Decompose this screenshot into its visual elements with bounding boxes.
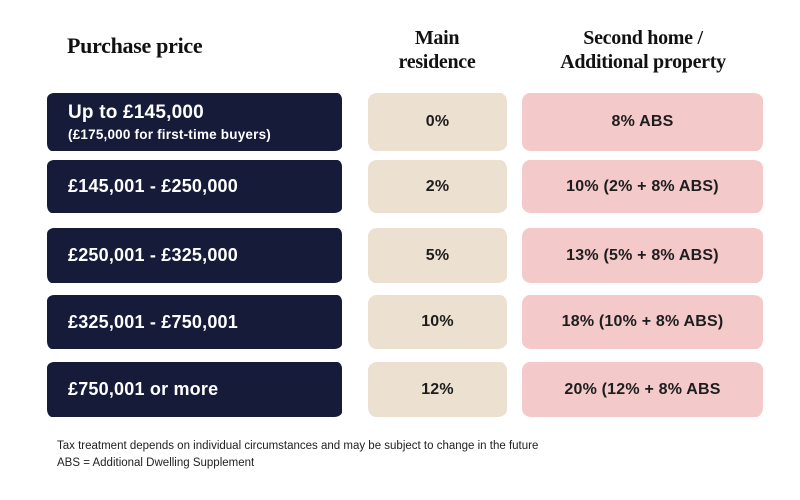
price-range-label: £250,001 - £325,000 [68,245,238,265]
main-rate-value: 12% [421,380,454,398]
main-rate-value: 5% [425,246,450,264]
header-purchase-price: Purchase price [67,33,203,58]
main-rate-cell: 5% [368,228,507,283]
price-range-label: Up to £145,000 [68,102,204,123]
second-rate-value: 20% (12% + 8% ABS [564,380,721,398]
header-second-home: Second home / Additional property [560,27,726,73]
second-rate-cell: 13% (5% + 8% ABS) [522,228,763,283]
table-row: £145,001 - £250,000 2% 10% (2% + 8% ABS) [47,160,763,213]
purchase-price-cell: £750,001 or more [47,362,342,417]
header-main-residence: Main residence [398,27,476,73]
price-range-label: £750,001 or more [68,379,219,399]
first-time-buyer-note: (£175,000 for first-time buyers) [68,127,271,142]
footnotes: Tax treatment depends on individual circ… [57,438,538,471]
second-rate-value: 18% (10% + 8% ABS) [561,313,724,330]
price-range-label: £145,001 - £250,000 [68,176,238,196]
table-row: £325,001 - £750,001 10% 18% (10% + 8% AB… [47,295,763,349]
second-rate-cell: 10% (2% + 8% ABS) [522,160,763,213]
second-rate-cell: 20% (12% + 8% ABS [522,362,763,417]
footnote-abs-definition: ABS = Additional Dwelling Supplement [57,456,255,469]
table-body: Up to £145,000 (£175,000 for first-time … [47,93,763,417]
purchase-price-cell: £145,001 - £250,000 [47,160,342,213]
purchase-price-cell: £325,001 - £750,001 [47,295,342,349]
main-rate-value: 2% [425,177,450,195]
second-rate-value: 10% (2% + 8% ABS) [566,177,719,195]
main-rate-cell: 12% [368,362,507,417]
main-rate-cell: 2% [368,160,507,213]
purchase-price-cell: £250,001 - £325,000 [47,228,342,283]
table-row: £250,001 - £325,000 5% 13% (5% + 8% ABS) [47,228,763,283]
table-row: £750,001 or more 12% 20% (12% + 8% ABS [47,362,763,417]
footnote-tax-treatment: Tax treatment depends on individual circ… [57,440,539,452]
second-rate-value: 13% (5% + 8% ABS) [566,246,719,264]
main-rate-value: 0% [425,113,450,130]
second-rate-value: 8% ABS [611,113,674,130]
table-row: Up to £145,000 (£175,000 for first-time … [47,93,763,151]
main-rate-cell: 10% [368,295,507,349]
main-rate-value: 10% [421,313,454,330]
purchase-price-cell: Up to £145,000 (£175,000 for first-time … [47,93,342,151]
second-rate-cell: 18% (10% + 8% ABS) [522,295,763,349]
second-rate-cell: 8% ABS [522,93,763,151]
main-rate-cell: 0% [368,93,507,151]
price-range-label: £325,001 - £750,001 [68,311,238,332]
